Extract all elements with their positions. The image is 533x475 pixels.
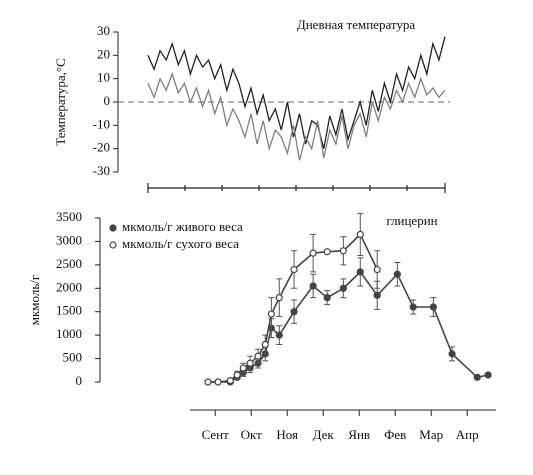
y-tick-label: 20 xyxy=(97,46,110,61)
y-tick-label: 3000 xyxy=(56,232,82,247)
data-point xyxy=(267,310,275,318)
x-tick-label: Янв xyxy=(348,427,370,442)
temperature-line xyxy=(147,72,446,161)
data-point xyxy=(323,294,331,302)
data-point xyxy=(275,294,283,302)
data-point xyxy=(373,291,381,299)
x-tick-label: Дек xyxy=(313,427,335,442)
data-point xyxy=(309,249,317,257)
data-point xyxy=(309,282,317,290)
legend-marker xyxy=(109,224,117,232)
data-point xyxy=(484,371,492,379)
x-tick-label: Ноя xyxy=(276,427,298,442)
y-tick-label: 3500 xyxy=(56,209,82,224)
data-point xyxy=(448,350,456,358)
x-tick-label: Сент xyxy=(202,427,230,442)
data-point xyxy=(214,378,222,386)
data-point xyxy=(356,268,364,276)
top-x-axis xyxy=(147,183,446,193)
y-tick-label: 0 xyxy=(76,373,83,388)
y-tick-label: -20 xyxy=(93,140,110,155)
data-point xyxy=(473,373,481,381)
chart-title: Дневная температура xyxy=(297,17,416,32)
glycerol-line xyxy=(208,233,378,383)
data-point xyxy=(233,371,241,379)
data-point xyxy=(254,352,262,360)
y-tick-label: 0 xyxy=(104,93,111,108)
data-point xyxy=(393,270,401,278)
y-tick-label: 500 xyxy=(63,350,83,365)
data-point xyxy=(261,340,269,349)
data-point xyxy=(239,364,247,372)
y-tick-label: 1000 xyxy=(56,326,82,341)
data-point xyxy=(290,308,298,316)
y-axis-label: Температура,°С xyxy=(53,58,68,146)
data-point xyxy=(429,303,437,311)
x-tick-label: Мар xyxy=(419,427,443,442)
data-point xyxy=(339,284,347,292)
x-tick-label: Окт xyxy=(241,427,263,442)
data-point xyxy=(373,265,381,274)
data-point xyxy=(323,248,331,256)
legend-label: мкмоль/г сухого веса xyxy=(122,236,239,251)
y-tick-label: 2500 xyxy=(56,256,82,271)
data-point xyxy=(356,230,364,238)
legend-marker xyxy=(109,241,117,249)
x-tick-label: Фев xyxy=(384,427,406,442)
data-point xyxy=(290,265,298,274)
y-tick-label: -10 xyxy=(93,116,110,131)
legend-label: мкмоль/г живого веса xyxy=(122,219,243,234)
y-tick-label: 2000 xyxy=(56,279,82,294)
x-tick-label: Апр xyxy=(456,427,479,442)
data-point xyxy=(226,376,234,385)
data-point xyxy=(204,378,212,386)
y-tick-label: 30 xyxy=(97,23,110,38)
y-tick-label: 10 xyxy=(97,70,110,85)
annotation: глицерин xyxy=(386,213,437,228)
y-tick-label: -30 xyxy=(93,163,110,178)
y-axis-label: мкмоль/г xyxy=(27,275,42,325)
data-point xyxy=(409,303,417,311)
data-point xyxy=(275,331,283,339)
data-point xyxy=(339,247,347,255)
y-tick-label: 1500 xyxy=(56,303,82,318)
data-point xyxy=(246,359,254,367)
temperature-line xyxy=(147,36,446,149)
